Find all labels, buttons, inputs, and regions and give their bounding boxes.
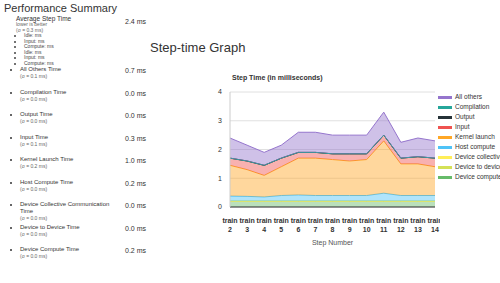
html-text:All others: All others bbox=[455, 93, 483, 100]
html-text:Device Compute Time: Device Compute Time bbox=[20, 246, 79, 252]
html-text:Output Time: Output Time bbox=[20, 111, 53, 117]
html-text:Step-time Graph: Step-time Graph bbox=[150, 40, 246, 55]
svg-text:train14: train14 bbox=[427, 217, 440, 233]
html-text:Compute: ms: Compute: ms bbox=[24, 43, 54, 49]
html-text:0.2 ms: 0.2 ms bbox=[125, 179, 146, 187]
svg-text:train13: train13 bbox=[410, 217, 425, 233]
svg-text:2: 2 bbox=[218, 146, 222, 153]
svg-text:train10: train10 bbox=[359, 217, 374, 233]
html-text:Kernel Launch Time: Kernel Launch Time bbox=[20, 156, 74, 162]
html-text:Step Time (in milliseconds): Step Time (in milliseconds) bbox=[232, 74, 323, 81]
html-text:Kernel launch: Kernel launch bbox=[455, 133, 495, 140]
html-text:Input: Input bbox=[455, 123, 470, 130]
html-text:0.2 ms: 0.2 ms bbox=[125, 247, 146, 254]
html-text:0.0 ms: 0.0 ms bbox=[125, 89, 146, 97]
svg-text:train11: train11 bbox=[376, 217, 391, 233]
html-text:(σ = 0.0 ms): (σ = 0.0 ms) bbox=[20, 185, 48, 192]
svg-text:train4: train4 bbox=[257, 217, 272, 233]
svg-text:train7: train7 bbox=[308, 217, 323, 233]
html-text:(σ = 0.0 ms): (σ = 0.0 ms) bbox=[20, 118, 48, 124]
html-text:Output: Output bbox=[455, 113, 475, 120]
svg-text:train3: train3 bbox=[239, 217, 254, 233]
html-text:0.0 ms: 0.0 ms bbox=[125, 224, 146, 232]
html-text:(σ = 0.0 ms): (σ = 0.0 ms) bbox=[20, 95, 48, 102]
html-text:2.4 ms: 2.4 ms bbox=[125, 18, 146, 25]
html-text:Performance Summary: Performance Summary bbox=[4, 2, 118, 14]
html-text:0.3 ms: 0.3 ms bbox=[125, 134, 146, 142]
html-text:(σ = 0.3 ms): (σ = 0.3 ms) bbox=[16, 26, 44, 33]
svg-text:3: 3 bbox=[218, 117, 222, 124]
html-text:Input: ms: Input: ms bbox=[24, 54, 45, 60]
svg-text:train2: train2 bbox=[222, 217, 237, 233]
html-text:Host Compute Time: Host Compute Time bbox=[20, 178, 73, 185]
html-text:(σ = 0.1 ms): (σ = 0.1 ms) bbox=[20, 140, 48, 147]
html-text:1.0 ms: 1.0 ms bbox=[125, 157, 146, 164]
html-text:Idle: ms: Idle: ms bbox=[24, 48, 42, 55]
svg-text:train5: train5 bbox=[274, 217, 289, 233]
html-text:Device Collective Communicatio: Device Collective Communication Time bbox=[20, 201, 110, 214]
svg-text:train8: train8 bbox=[325, 217, 340, 233]
svg-text:4: 4 bbox=[218, 88, 222, 95]
html-text:Idle: ms: Idle: ms bbox=[24, 32, 42, 38]
html-text:Average Step Time: Average Step Time bbox=[16, 15, 72, 22]
svg-text:train12: train12 bbox=[393, 217, 408, 233]
html-text:lower is better: lower is better bbox=[16, 21, 48, 27]
html-text:Input: ms: Input: ms bbox=[24, 37, 45, 44]
svg-text:0: 0 bbox=[218, 203, 222, 210]
html-text:0.7 ms: 0.7 ms bbox=[125, 67, 146, 74]
html-text:Compilation Time: Compilation Time bbox=[20, 88, 67, 95]
html-text:0.0 ms: 0.0 ms bbox=[125, 112, 146, 119]
html-text:All Others Time: All Others Time bbox=[20, 66, 61, 72]
svg-text:train9: train9 bbox=[342, 217, 357, 233]
html-text:(σ = 0.0 ms): (σ = 0.0 ms) bbox=[20, 253, 48, 259]
html-text:(σ = 0.0 ms): (σ = 0.0 ms) bbox=[20, 230, 48, 237]
svg-text:train6: train6 bbox=[291, 217, 306, 233]
html-text:(σ = 0.0 ms): (σ = 0.0 ms) bbox=[20, 215, 48, 221]
html-text:Compilation: Compilation bbox=[455, 103, 490, 110]
html-text:(σ = 0.1 ms): (σ = 0.1 ms) bbox=[20, 73, 48, 79]
html-text:0.0 ms: 0.0 ms bbox=[125, 202, 146, 209]
html-text:Compute: ms: Compute: ms bbox=[24, 59, 54, 66]
svg-text:Step Number: Step Number bbox=[312, 239, 354, 247]
svg-text:1: 1 bbox=[218, 175, 222, 182]
html-text:(σ = 0.2 ms): (σ = 0.2 ms) bbox=[20, 163, 48, 169]
html-text:Host compute: Host compute bbox=[455, 143, 496, 150]
html-text:Input Time: Input Time bbox=[20, 133, 48, 140]
html-text:Device to Device Time: Device to Device Time bbox=[20, 223, 80, 230]
